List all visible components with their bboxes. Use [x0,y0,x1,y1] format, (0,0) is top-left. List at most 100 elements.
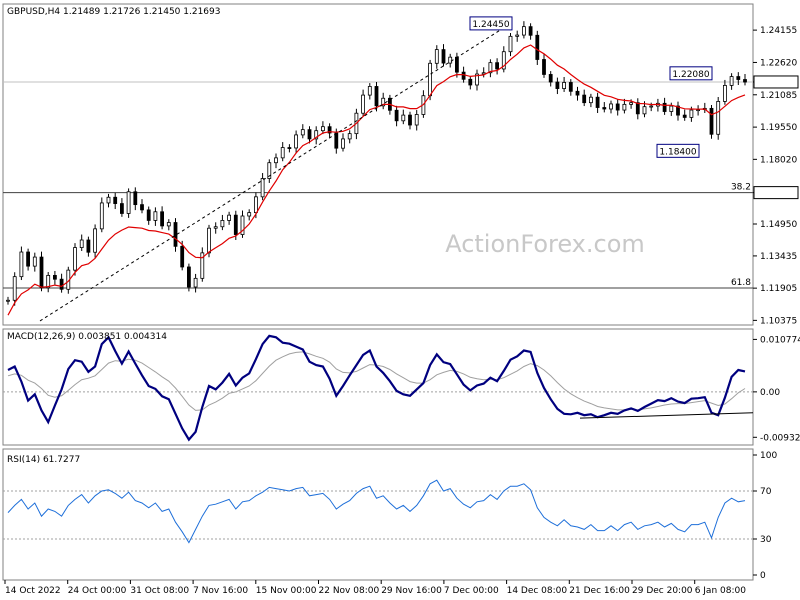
candle-body [615,103,620,111]
candle-body [287,147,292,149]
annotation-1.18400: 1.18400 [656,143,700,158]
candle-body [501,51,506,70]
price-y-tick-label: 1.22620 [760,58,797,68]
candle-body [213,226,218,229]
current-price-box [753,75,799,89]
annotation-text: 1.24450 [472,20,509,30]
price-layer: 38.2 61.8 1.24450 1.22080 1.18400 [3,16,753,322]
price-y-tick-label: 1.11905 [760,284,797,294]
candle-body [300,129,305,136]
rsi-y-tick-label: 100 [760,451,777,461]
fib-label-61.8: 61.8 [731,278,751,288]
candle-body [522,26,526,36]
fib-price-box [753,186,799,200]
candle-body [39,256,44,289]
price-y-tick-label: 1.19550 [760,123,797,133]
candle-body [19,251,24,278]
candle-body [535,34,540,60]
candle-body [716,101,721,135]
candle-body [307,129,312,140]
candle-body [253,196,258,214]
macd-y-tick-label: 0.010774 [760,335,800,345]
candle-body [475,73,479,86]
candle-body [113,196,118,204]
rsi-y-tick-label: 30 [760,535,772,545]
candle-body [481,72,486,75]
macd-panel-frame [2,328,754,446]
candle-body [441,49,446,64]
candle-body [86,239,91,253]
moving-average-line [7,44,746,316]
macd-line [7,334,746,442]
x-tick-label: 29 Nov 16:00 [381,586,442,596]
candle-body [361,94,366,114]
annotation-1.24450: 1.24450 [469,16,513,31]
x-tick-label: 22 Nov 08:00 [319,586,380,596]
candle-body [227,214,232,221]
candle-body [676,105,680,116]
macd-y-tick-label: 0.00 [760,388,780,398]
macd-panel-title: MACD(12,26,9) 0.003851 0.004314 [7,332,167,342]
candle-body [689,109,694,118]
candle-body [448,56,453,64]
candle-body [207,227,211,254]
trendline [39,23,511,322]
candle-body [401,114,406,122]
candle-body [743,79,747,83]
rsi-line [7,479,746,544]
price-y-tick-label: 1.10375 [760,316,797,326]
candle-body [260,178,265,198]
candle-body [106,196,111,204]
candle-body [32,256,37,267]
rsi-layer [3,479,753,544]
candle-body [495,62,500,70]
candle-body [200,252,205,279]
price-y-tick-label: 1.13435 [760,252,797,262]
candle-body [347,133,352,140]
candle-body [314,130,319,140]
candle-body [461,71,466,80]
candle-body [488,62,493,74]
candle-body [267,162,272,179]
candle-body [729,76,734,86]
macd-y-tick-label: -0.009328 [760,433,800,443]
x-tick-label: 14 Oct 2022 [5,586,61,596]
candle-body [669,105,674,112]
candle-body [133,191,138,206]
rsi-panel-frame [2,448,754,581]
candle-body [595,96,600,108]
candle-body [682,114,687,118]
candle-body [629,102,633,105]
candle-body [320,126,325,132]
candle-body [515,34,520,37]
candle-body [247,212,252,217]
candle-body [736,76,741,80]
x-tick-label: 15 Nov 00:00 [256,586,317,596]
candle-body [233,214,238,235]
x-tick-label: 6 Jan 08:00 [695,586,747,596]
candle-body [374,86,379,107]
candle-body [99,202,104,230]
candle-body [46,274,51,289]
candle-body [53,274,57,280]
candle-body [662,102,667,112]
candle-body [428,62,433,97]
fib-label-38.2: 38.2 [731,183,751,193]
candle-body [528,26,533,36]
x-tick-label: 7 Dec 00:00 [444,586,499,596]
candle-body [381,97,386,107]
candle-body [186,266,191,288]
rsi-y-tick-label: 0 [760,571,766,581]
candle-body [327,126,332,134]
candle-body [6,299,10,302]
candle-body [367,86,372,96]
x-tick-label: 29 Dec 20:00 [632,586,693,596]
candle-body [140,204,144,211]
candle-body [341,138,345,149]
candle-body [12,276,17,301]
candle-body [609,103,613,110]
candle-body [126,191,131,214]
x-tick-label: 21 Dec 16:00 [569,586,630,596]
candle-body [59,278,64,290]
candle-body [582,94,587,104]
